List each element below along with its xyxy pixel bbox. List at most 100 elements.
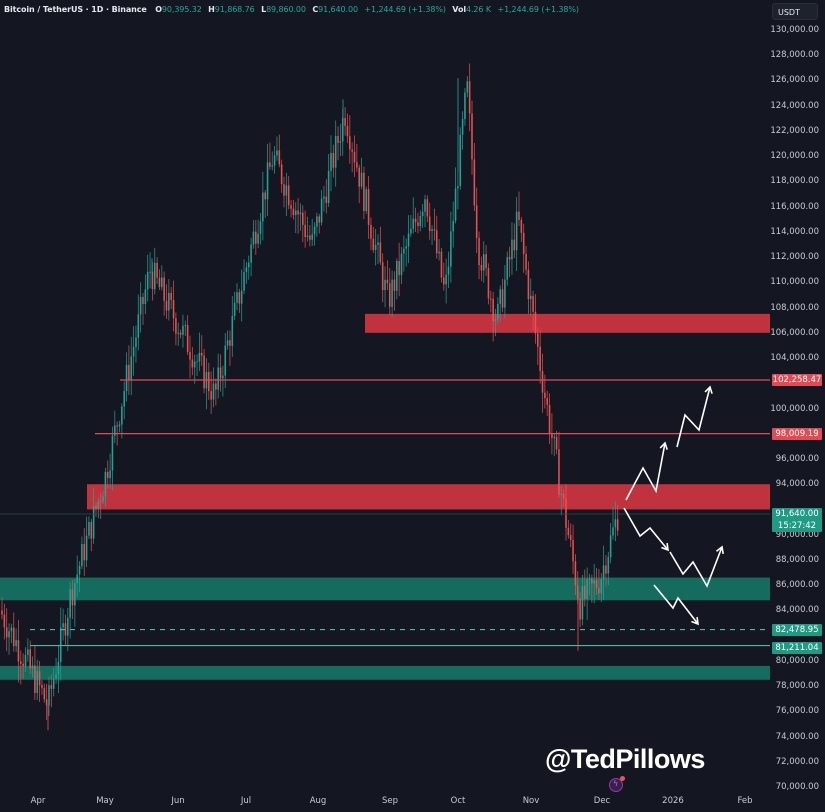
candle-body (22, 663, 24, 667)
candle-body (250, 244, 252, 263)
price-tick-label: 96,000.00 (775, 453, 819, 464)
candle-body (203, 355, 205, 389)
candle-body (8, 631, 10, 638)
price-level-label: 102,258.47 (772, 374, 822, 386)
candle-body (508, 257, 511, 260)
candle-body (175, 318, 177, 334)
candle-body (24, 655, 27, 667)
candle-body (435, 230, 438, 254)
candle-body (600, 579, 603, 594)
candle-body (588, 578, 591, 580)
candle-body (3, 614, 6, 628)
time-tick-label: Jul (240, 796, 252, 806)
currency-selector-button[interactable]: USDT (772, 3, 818, 20)
candle-body (219, 367, 222, 379)
candle-body (318, 216, 321, 223)
candle-body (537, 333, 539, 347)
volume-value: 4.26 K (466, 5, 492, 14)
close-value: 91,640.00 (318, 5, 358, 14)
candle-body (419, 216, 422, 226)
candle-body (106, 471, 109, 479)
candlestick-chart[interactable] (0, 0, 770, 790)
candle-body (501, 289, 504, 308)
candle-body (111, 435, 114, 471)
candle-body (534, 311, 537, 334)
candle-body (614, 519, 617, 528)
candle-body (193, 361, 196, 368)
chart-canvas[interactable]: Bitcoin / TetherUS · 1D · Binance O90,39… (0, 0, 770, 790)
symbol-title[interactable]: Bitcoin / TetherUS · 1D · Binance (4, 5, 147, 14)
candle-body (341, 118, 344, 142)
candle-body (311, 234, 313, 240)
price-level-value: 98,009.19 (775, 428, 819, 439)
price-axis[interactable]: 130,000.00 128,000.00 126,000.00 124,000.00… (770, 0, 825, 792)
candle-body (574, 561, 577, 586)
candle-body (339, 141, 342, 143)
candle-body (558, 449, 560, 495)
candle-body (177, 332, 180, 334)
candle-body (149, 271, 151, 273)
candle-body (38, 671, 41, 686)
candle-body (57, 661, 60, 675)
candle-body (238, 292, 241, 304)
candle-body (15, 640, 17, 647)
candle-body (67, 617, 69, 636)
candle-body (468, 81, 471, 114)
price-tick-label: 76,000.00 (775, 706, 819, 717)
low-value: 89,860.00 (266, 5, 306, 14)
candle-body (581, 585, 584, 620)
candle-body (10, 627, 13, 632)
price-tick-label: 74,000.00 (775, 731, 819, 742)
candle-body (217, 367, 219, 390)
candle-body (412, 218, 415, 229)
candle-body (163, 277, 165, 301)
candle-body (27, 649, 29, 656)
candle-body (59, 627, 62, 662)
candle-body (473, 159, 476, 206)
candle-body (257, 233, 259, 244)
candle-body (90, 522, 93, 539)
time-tick-label: Nov (522, 796, 540, 806)
candle-body (598, 588, 600, 594)
candle-body (440, 251, 443, 278)
arrow-head-icon (691, 616, 699, 626)
candle-body (431, 229, 433, 232)
time-axis[interactable]: Apr May Jun Jul Aug Sep Oct Nov Dec 2026 Feb (0, 790, 770, 812)
candle-body (161, 277, 163, 288)
candle-body (222, 375, 224, 379)
candle-body (316, 216, 318, 227)
price-tick-label: 130,000.00 (770, 25, 819, 35)
candle-body (384, 279, 386, 291)
candle-body (297, 210, 299, 215)
candle-body (602, 565, 605, 580)
candle-body (48, 685, 50, 706)
candle-body (233, 302, 236, 317)
candle-body (541, 370, 544, 393)
candle-body (374, 244, 377, 250)
candle-body (172, 300, 175, 319)
candle-body (438, 251, 440, 254)
candle-body (323, 196, 325, 199)
time-tick-label: Feb (737, 796, 753, 806)
candle-body (271, 165, 274, 167)
candle-body (313, 226, 316, 235)
candle-body (226, 340, 229, 346)
candle-body (151, 271, 154, 290)
arrow-head-icon (715, 545, 724, 555)
candle-body (515, 211, 518, 251)
candle-body (200, 352, 203, 356)
candle-body (407, 233, 410, 247)
price-level-label: 98,009.19 (772, 427, 822, 440)
candle-body (393, 279, 396, 291)
price-tick-label: 120,000.00 (770, 151, 819, 162)
candle-body (421, 211, 424, 217)
candle-body (137, 314, 140, 338)
candle-body (457, 186, 459, 189)
candle-body (506, 257, 509, 280)
candle-body (482, 254, 485, 271)
candle-body (12, 627, 15, 647)
candle-body (121, 406, 123, 425)
candle-body (210, 391, 212, 400)
candle-body (83, 544, 86, 561)
candle-body (266, 162, 269, 200)
